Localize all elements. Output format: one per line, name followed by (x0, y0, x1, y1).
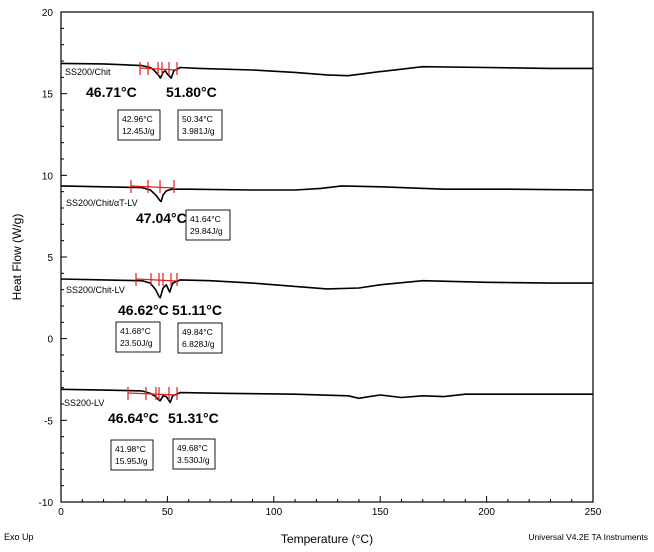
peak-temperature-label: 51.31°C (168, 410, 219, 426)
onset-value: 50.34°C (182, 114, 213, 124)
annotations: SS200/Chit 46.71°C 42.96°C 12.45J/g 51.80°C 5… (64, 62, 231, 471)
series-label: SS200/Chit/αT-LV (66, 198, 138, 208)
y-tick-label: -10 (39, 498, 54, 509)
plot-area (60, 11, 594, 503)
enthalpy-value: 3.530J/g (177, 455, 210, 465)
enthalpy-box (177, 322, 223, 354)
peak-temperature-label: 46.62°C (118, 302, 169, 318)
x-tick-label: 200 (478, 507, 495, 518)
enthalpy-box (172, 438, 216, 470)
y-tick-label: 10 (42, 171, 54, 182)
baseline-marker (130, 185, 175, 189)
footer-left-note: Exo Up (4, 532, 34, 542)
enthalpy-box (177, 109, 223, 141)
onset-value: 49.68°C (177, 443, 208, 453)
baseline-marker (135, 278, 178, 282)
y-tick-label: 0 (47, 335, 53, 346)
onset-value: 42.96°C (122, 114, 153, 124)
peak-temperature-label: 47.04°C (136, 210, 187, 226)
peak-temperature-label: 46.64°C (108, 410, 159, 426)
x-tick-label: 250 (585, 507, 602, 518)
x-axis-label: Temperature (°C) (281, 532, 373, 546)
onset-value: 41.64°C (190, 214, 221, 224)
enthalpy-value: 29.84J/g (190, 226, 223, 236)
enthalpy-value: 23.50J/g (120, 338, 153, 348)
footer-right-note: Universal V4.2E TA Instruments (528, 532, 648, 542)
x-tick-label: 0 (58, 507, 64, 518)
enthalpy-value: 6.828J/g (182, 339, 215, 349)
peak-temperature-label: 51.80°C (166, 84, 217, 100)
enthalpy-box (110, 439, 154, 471)
x-tick-label: 50 (162, 507, 174, 518)
x-tick-label: 150 (372, 507, 389, 518)
x-tick-label: 100 (265, 507, 282, 518)
enthalpy-box (117, 109, 161, 141)
y-tick-label: 20 (42, 8, 54, 19)
y-tick-label: 5 (47, 253, 53, 264)
series-line-1 (60, 62, 593, 79)
enthalpy-value: 15.95J/g (115, 456, 148, 466)
enthalpy-box (185, 209, 231, 241)
series-line-2 (60, 185, 594, 203)
series-label: SS200-LV (64, 398, 104, 408)
y-tick-label: 15 (42, 90, 54, 101)
series-label: SS200/Chit-LV (66, 285, 125, 295)
onset-value: 41.98°C (115, 444, 146, 454)
y-tick-label: -5 (44, 416, 53, 427)
peak-temperature-label: 46.71°C (86, 84, 137, 100)
enthalpy-value: 12.45J/g (122, 126, 155, 136)
series-label: SS200/Chit (65, 67, 111, 77)
peak-temperature-label: 51.11°C (172, 302, 222, 318)
axis-ticks: 0 50 100 150 200 250 -10 -5 0 5 10 15 20 (39, 8, 602, 518)
onset-value: 49.84°C (182, 327, 213, 337)
y-axis-label: Heat Flow (W/g) (10, 214, 24, 301)
onset-value: 41.68°C (120, 326, 151, 336)
enthalpy-value: 3.981J/g (182, 126, 215, 136)
enthalpy-box (115, 321, 161, 353)
